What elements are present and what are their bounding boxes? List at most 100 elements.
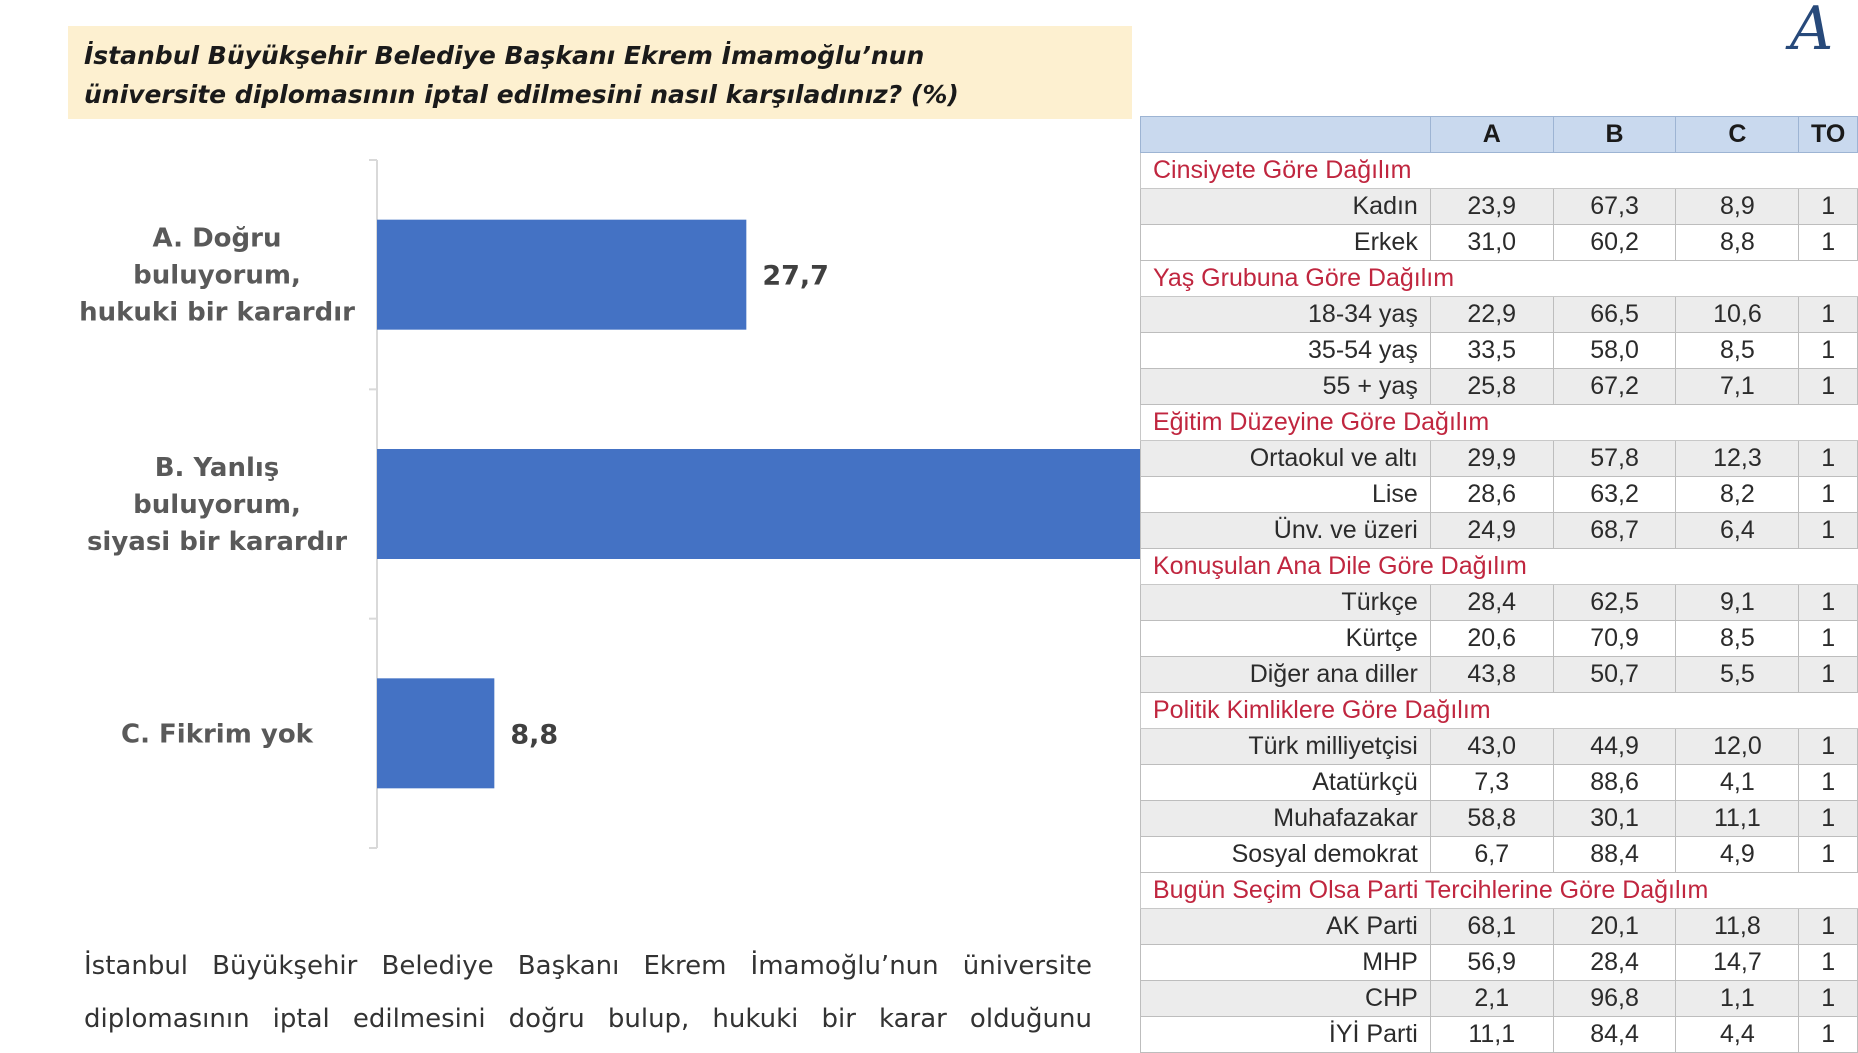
table-cell: 96,8 xyxy=(1552,980,1677,1017)
category-label: C. Fikrim yok xyxy=(121,719,314,749)
column-header: C xyxy=(1675,116,1800,153)
table-row: Muhafazakar 58,8 30,1 11,1 1 xyxy=(1140,800,1858,837)
question-line-2: üniversite diplomasının iptal edilmesini… xyxy=(84,80,959,109)
table-row: Atatürkçü 7,3 88,6 4,1 1 xyxy=(1140,764,1858,801)
question-box: İstanbul Büyükşehir Belediye Başkanı Ekr… xyxy=(68,26,1132,119)
table-cell: 4,1 xyxy=(1675,764,1800,801)
table-cell: 6,7 xyxy=(1429,836,1554,873)
table-cell: 8,5 xyxy=(1675,332,1800,369)
table-row: Diğer ana diller 43,8 50,7 5,5 1 xyxy=(1140,656,1858,693)
table-cell: 2,1 xyxy=(1429,980,1554,1017)
table-cell: 70,9 xyxy=(1552,620,1677,657)
category-label: buluyorum, xyxy=(133,261,301,291)
table-cell: 29,9 xyxy=(1429,440,1554,477)
table-cell: 67,2 xyxy=(1552,368,1677,405)
category-label: buluyorum, xyxy=(133,490,301,520)
table-cell: 25,8 xyxy=(1429,368,1554,405)
row-label: 35-54 yaş xyxy=(1140,332,1431,369)
table-row: Türk milliyetçisi 43,0 44,9 12,0 1 xyxy=(1140,728,1858,765)
table-row: Sosyal demokrat 6,7 88,4 4,9 1 xyxy=(1140,836,1858,873)
table-cell: 1 xyxy=(1798,908,1858,945)
table-cell: 10,6 xyxy=(1675,296,1800,333)
table-cell: 12,3 xyxy=(1675,440,1800,477)
table-row: İYİ Parti 11,1 84,4 4,4 1 xyxy=(1140,1016,1858,1053)
table-row: Lise 28,6 63,2 8,2 1 xyxy=(1140,476,1858,513)
row-label: İYİ Parti xyxy=(1140,1016,1431,1053)
bar-chart: 27,7 A. Doğru buluyorum, hukuki bir karardı… xyxy=(79,159,1140,849)
table-cell: 58,0 xyxy=(1552,332,1677,369)
table-cell: 1 xyxy=(1798,584,1858,621)
table-row: AK Parti 68,1 20,1 11,8 1 xyxy=(1140,908,1858,945)
table-cell: 11,8 xyxy=(1675,908,1800,945)
table-row: MHP 56,9 28,4 14,7 1 xyxy=(1140,944,1858,981)
table-cell: 67,3 xyxy=(1552,188,1677,225)
table-cell: 8,5 xyxy=(1675,620,1800,657)
group-header-row: Konuşulan Ana Dile Göre Dağılım xyxy=(1140,548,1858,585)
table-row: Kadın 23,9 67,3 8,9 1 xyxy=(1140,188,1858,225)
category-label: A. Doğru xyxy=(153,224,282,254)
column-header: TO xyxy=(1798,116,1858,153)
group-header-row: Cinsiyete Göre Dağılım xyxy=(1140,152,1858,189)
table-cell: 20,1 xyxy=(1552,908,1677,945)
table-cell: 24,9 xyxy=(1429,512,1554,549)
table-cell: 63,2 xyxy=(1552,476,1677,513)
table-cell: 28,4 xyxy=(1429,584,1554,621)
table-cell: 8,2 xyxy=(1675,476,1800,513)
table-cell: 14,7 xyxy=(1675,944,1800,981)
row-label: Muhafazakar xyxy=(1140,800,1431,837)
table-cell: 50,7 xyxy=(1552,656,1677,693)
group-title: Konuşulan Ana Dile Göre Dağılım xyxy=(1140,548,1858,585)
row-label: Kadın xyxy=(1140,188,1431,225)
crosstab-table: A B C TO Cinsiyete Göre Dağılım Kadın 23,9… xyxy=(1140,116,1858,1053)
group-title: Yaş Grubuna Göre Dağılım xyxy=(1140,260,1858,297)
table-row: Türkçe 28,4 62,5 9,1 1 xyxy=(1140,584,1858,621)
table-cell: 6,4 xyxy=(1675,512,1800,549)
table-cell: 1 xyxy=(1798,944,1858,981)
table-cell: 1 xyxy=(1798,620,1858,657)
table-cell: 44,9 xyxy=(1552,728,1677,765)
brand-logo: A xyxy=(1790,0,1834,64)
table-cell: 11,1 xyxy=(1429,1016,1554,1053)
row-label: CHP xyxy=(1140,980,1431,1017)
table-cell: 62,5 xyxy=(1552,584,1677,621)
column-header xyxy=(1140,116,1431,153)
table-cell: 84,4 xyxy=(1552,1016,1677,1053)
group-header-row: Bugün Seçim Olsa Parti Tercihlerine Göre… xyxy=(1140,872,1858,909)
group-header-row: Eğitim Düzeyine Göre Dağılım xyxy=(1140,404,1858,441)
table-cell: 68,7 xyxy=(1552,512,1677,549)
group-header-row: Yaş Grubuna Göre Dağılım xyxy=(1140,260,1858,297)
table-cell: 56,9 xyxy=(1429,944,1554,981)
table-cell: 60,2 xyxy=(1552,224,1677,261)
table-cell: 23,9 xyxy=(1429,188,1554,225)
table-cell: 58,8 xyxy=(1429,800,1554,837)
table-cell: 33,5 xyxy=(1429,332,1554,369)
table-cell: 30,1 xyxy=(1552,800,1677,837)
row-label: 18-34 yaş xyxy=(1140,296,1431,333)
table-cell: 9,1 xyxy=(1675,584,1800,621)
table-cell: 1 xyxy=(1798,440,1858,477)
bar xyxy=(377,219,747,330)
row-label: Sosyal demokrat xyxy=(1140,836,1431,873)
table-cell: 1 xyxy=(1798,980,1858,1017)
row-label: 55 + yaş xyxy=(1140,368,1431,405)
row-label: Atatürkçü xyxy=(1140,764,1431,801)
table-cell: 4,9 xyxy=(1675,836,1800,873)
table-cell: 1 xyxy=(1798,296,1858,333)
table-cell: 88,6 xyxy=(1552,764,1677,801)
table-cell: 20,6 xyxy=(1429,620,1554,657)
table-cell: 28,4 xyxy=(1552,944,1677,981)
body-paragraph: İstanbul Büyükşehir Belediye Başkanı Ekr… xyxy=(84,951,1092,1034)
table-cell: 68,1 xyxy=(1429,908,1554,945)
question-line-1: İstanbul Büyükşehir Belediye Başkanı Ekr… xyxy=(84,41,925,70)
table-cell: 1 xyxy=(1798,512,1858,549)
column-header: A xyxy=(1429,116,1554,153)
table-row: Kürtçe 20,6 70,9 8,5 1 xyxy=(1140,620,1858,657)
table-cell: 5,5 xyxy=(1675,656,1800,693)
table-row: Ünv. ve üzeri 24,9 68,7 6,4 1 xyxy=(1140,512,1858,549)
table-cell: 1 xyxy=(1798,476,1858,513)
table-cell: 1,1 xyxy=(1675,980,1800,1017)
row-label: Ünv. ve üzeri xyxy=(1140,512,1431,549)
table-row: Ortaokul ve altı 29,9 57,8 12,3 1 xyxy=(1140,440,1858,477)
table-cell: 1 xyxy=(1798,188,1858,225)
table-cell: 7,3 xyxy=(1429,764,1554,801)
